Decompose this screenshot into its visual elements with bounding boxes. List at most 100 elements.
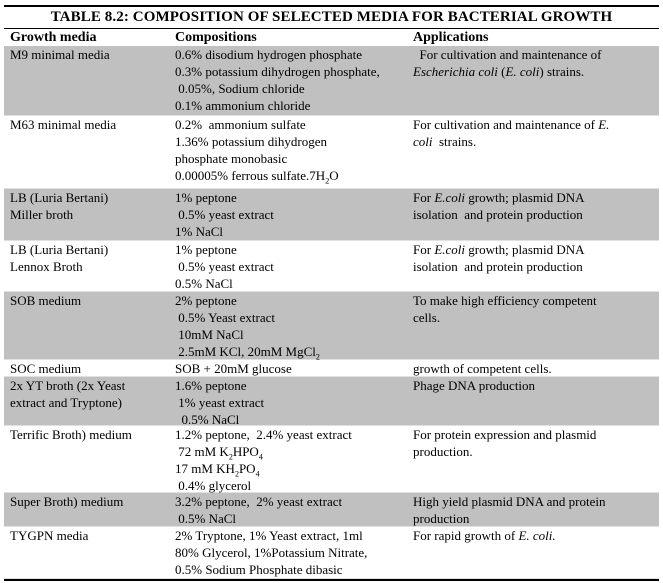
composition-cell: 0.2% ammonium sulfate 1.36% potassium dih… (170, 116, 410, 188)
cell-line: For cultivation and maintenance of (413, 46, 655, 63)
text-segment: 0.5% Yeast extract (175, 310, 276, 325)
media-cell: SOB medium (4, 292, 170, 359)
cell-line: growth of competent cells. (413, 360, 655, 377)
cell-line: production (413, 510, 655, 527)
table-row: LB (Luria Bertani) Miller broth 1% peptone… (4, 189, 659, 241)
cell-line: 1.6% peptone (175, 377, 410, 394)
application-cell: For E.coli growth; plasmid DNA isolation … (410, 189, 659, 240)
cell-line: LB (Luria Bertani) (10, 241, 170, 258)
text-segment: strains. (432, 134, 477, 149)
cell-line: 0.5% NaCl (175, 510, 410, 527)
cell-line: phosphate monobasic (175, 150, 410, 167)
text-segment: LB (Luria Bertani) (10, 190, 109, 205)
header-compositions: Compositions (175, 30, 257, 45)
cell-line: 17 mM KH2PO4 (175, 460, 410, 478)
table-title: TABLE 8.2: COMPOSITION OF SELECTED MEDIA… (4, 5, 659, 29)
text-segment: E.coli (434, 190, 465, 205)
cell-line: Super Broth) medium (10, 493, 170, 510)
text-segment: isolation and protein production (413, 207, 583, 222)
text-segment: 0.5% Sodium Phosphate dibasic (175, 562, 343, 577)
text-segment: Terrific Broth) medium (10, 427, 132, 442)
table-row: SOC medium SOB + 20mM glucose growth of co… (4, 360, 659, 377)
cell-line: 2% Tryptone, 1% Yeast extract, 1ml (175, 527, 410, 544)
composition-cell: 2% peptone 0.5% Yeast extract 10mM NaCl … (170, 292, 410, 361)
cell-line: 1% NaCl (175, 223, 410, 240)
text-segment: 17 mM KH (175, 461, 235, 476)
text-segment: coli (413, 134, 433, 149)
composition-cell: SOB + 20mM glucose (170, 360, 410, 376)
text-segment: 2% peptone (175, 293, 237, 308)
cell-line: Phage DNA production (413, 377, 655, 394)
cell-line: 0.4% glycerol (175, 477, 410, 494)
media-table: TABLE 8.2: COMPOSITION OF SELECTED MEDIA… (4, 5, 659, 581)
table-row: Super Broth) medium 3.2% peptone, 2% yeas… (4, 493, 659, 527)
text-segment: M9 minimal media (10, 47, 110, 62)
text-segment: production. (413, 444, 473, 459)
cell-line: Escherichia coli (E. coli) strains. (413, 63, 655, 80)
text-segment: 4 (258, 452, 263, 462)
cell-line: 0.5% NaCl (175, 411, 410, 428)
text-segment: High yield plasmid DNA and protein (413, 494, 606, 509)
text-segment: 80% Glycerol, 1%Potassium Nitrate, (175, 545, 368, 560)
application-cell: For E.coli growth; plasmid DNA isolation … (410, 241, 659, 291)
table-row: M9 minimal media 0.6% disodium hydrogen p… (4, 46, 659, 116)
cell-line: 0.5% Sodium Phosphate dibasic (175, 561, 410, 578)
table-row: 2x YT broth (2x Yeast extract and Trypton… (4, 377, 659, 428)
text-segment: 72 mM K (175, 444, 229, 459)
table-header-row: Growth media Compositions Applications (4, 29, 659, 46)
cell-line: LB (Luria Bertani) (10, 189, 170, 206)
text-segment: 10mM NaCl (175, 327, 244, 342)
text-segment: ( (497, 64, 506, 79)
cell-line: Terrific Broth) medium (10, 426, 170, 443)
media-cell: LB (Luria Bertani) Miller broth (4, 189, 170, 240)
text-segment: 2 (325, 176, 330, 186)
text-segment: For rapid growth of (413, 528, 519, 543)
text-segment: PO (238, 461, 256, 476)
cell-line: To make high efficiency competent (413, 292, 655, 309)
cell-line: For protein expression and plasmid (413, 426, 655, 443)
table-row: SOB medium 2% peptone 0.5% Yeast extract … (4, 292, 659, 361)
text-segment: 0.1% ammonium chloride (175, 98, 311, 113)
table-row: TYGPN media 2% Tryptone, 1% Yeast extract… (4, 527, 659, 579)
table-row: LB (Luria Bertani) Lennox Broth 1% peptone… (4, 241, 659, 292)
text-segment: 0.5% yeast extract (175, 259, 274, 274)
text-segment: production (413, 511, 470, 526)
header-growth-media: Growth media (10, 30, 97, 45)
cell-line: For rapid growth of E. coli. (413, 527, 655, 544)
cell-line: TYGPN media (10, 527, 170, 544)
cell-line: High yield plasmid DNA and protein (413, 493, 655, 510)
text-segment: M63 minimal media (10, 117, 117, 132)
table-row: Terrific Broth) medium 1.2% peptone, 2.4%… (4, 426, 659, 493)
text-segment: 0.6% disodium hydrogen phosphate (175, 47, 363, 62)
header-applications: Applications (413, 30, 489, 45)
cell-line: M9 minimal media (10, 46, 170, 63)
application-cell: To make high efficiency competent cells. (410, 292, 659, 359)
application-cell: High yield plasmid DNA and protein produc… (410, 493, 659, 526)
text-segment: 2% Tryptone, 1% Yeast extract, 1ml (175, 528, 363, 543)
cell-line: 1.2% peptone, 2.4% yeast extract (175, 426, 410, 443)
text-segment: For cultivation and maintenance of (413, 117, 599, 132)
text-segment: Miller broth (10, 207, 74, 222)
cell-line: 2.5mM KCl, 20mM MgCl2 (175, 343, 410, 361)
text-segment: 0.5% NaCl (175, 511, 237, 526)
text-segment: 0.5% yeast extract (175, 207, 274, 222)
application-cell: For cultivation and maintenance of Escher… (410, 46, 659, 115)
cell-line: M63 minimal media (10, 116, 170, 133)
cell-line: 1.36% potassium dihydrogen (175, 133, 410, 150)
composition-cell: 1.6% peptone 1% yeast extract 0.5% NaCl (170, 377, 410, 428)
text-segment: 1% NaCl (175, 224, 224, 239)
cell-line: 0.2% ammonium sulfate (175, 116, 410, 133)
cell-line: 1% yeast extract (175, 394, 410, 411)
text-segment: 2x YT broth (2x Yeast (10, 378, 126, 393)
cell-line: 0.6% disodium hydrogen phosphate (175, 46, 410, 63)
text-segment: ) strains. (539, 64, 585, 79)
text-segment: 0.5% NaCl (175, 276, 233, 291)
cell-line: 0.5% yeast extract (175, 258, 410, 275)
media-cell: Terrific Broth) medium (4, 426, 170, 492)
text-segment: E.coli (434, 242, 465, 257)
text-segment: extract and Tryptone) (10, 395, 122, 410)
media-cell: Super Broth) medium (4, 493, 170, 526)
text-segment: 1% peptone (175, 190, 237, 205)
cell-line: 1% peptone (175, 189, 410, 206)
cell-line: 2x YT broth (2x Yeast (10, 377, 170, 394)
